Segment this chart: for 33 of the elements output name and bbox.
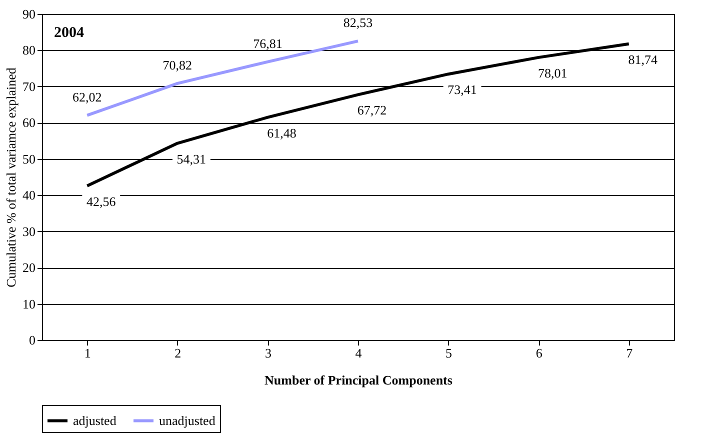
data-label: 81,74: [628, 52, 658, 67]
y-tick-label: 20: [22, 260, 36, 276]
y-tick-label: 90: [22, 6, 36, 22]
legend-label: adjusted: [73, 412, 117, 428]
y-tick-label: 50: [22, 151, 36, 166]
x-tick-label: 1: [84, 346, 91, 360]
y-tick-label: 40: [22, 188, 36, 203]
data-label: 42,56: [86, 194, 116, 209]
x-tick-label: 7: [626, 346, 634, 360]
data-label: 61,48: [267, 125, 296, 140]
data-label: 62,02: [72, 89, 102, 104]
y-tick-label: 70: [22, 78, 36, 94]
data-label: 76,81: [253, 36, 282, 51]
data-label: 54,31: [176, 151, 206, 166]
y-tick-label: 0: [29, 332, 36, 348]
annotation: 2004: [54, 25, 84, 41]
data-label: 82,53: [343, 15, 373, 30]
data-label: 67,72: [357, 102, 387, 118]
y-tick-label: 80: [22, 42, 36, 58]
legend-label: unadjusted: [159, 412, 216, 428]
y-tick-label: 10: [22, 296, 36, 312]
data-label: 70,82: [162, 57, 192, 72]
x-tick-label: 6: [536, 346, 543, 360]
x-tick-label: 5: [446, 346, 452, 360]
data-label: 78,01: [538, 65, 568, 80]
x-tick-label: 3: [264, 346, 272, 360]
x-tick-label: 4: [355, 346, 362, 360]
x-tick-label: 2: [174, 346, 182, 360]
x-axis-title: Number of Principal Components: [264, 372, 452, 388]
y-tick-label: 60: [22, 115, 36, 130]
data-label: 73,41: [448, 82, 477, 98]
y-axis-title: Cumulative % of total variamce explained: [4, 67, 18, 288]
y-tick-label: 30: [22, 224, 36, 239]
